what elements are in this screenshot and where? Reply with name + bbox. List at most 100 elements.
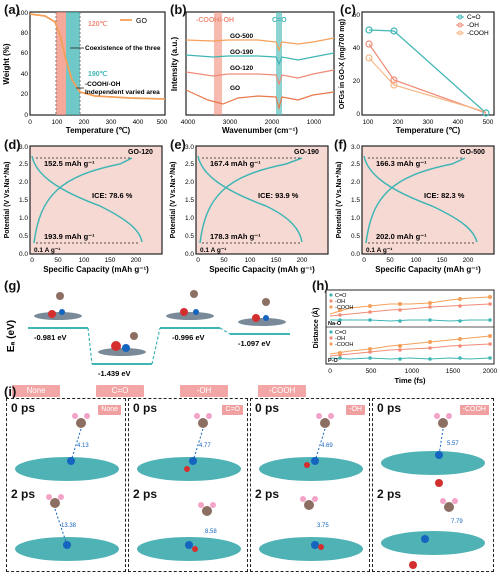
svg-text:150: 150 xyxy=(271,257,282,264)
c-ytick: 40 xyxy=(353,45,361,52)
svg-text:3.0: 3.0 xyxy=(185,144,194,151)
c-legend: C=O xyxy=(467,14,481,21)
panel-b-label: (b) xyxy=(170,2,187,17)
panel-a-chart: GO 120℃ Coexistence of the three 190℃ -C… xyxy=(2,10,168,135)
a-xtick: 0 xyxy=(28,119,32,126)
f-title: GO-500 xyxy=(460,149,485,156)
d-title: GO-120 xyxy=(128,149,153,156)
svg-text:200: 200 xyxy=(131,257,142,264)
md-dist: 4.13 xyxy=(77,443,89,449)
a-xtick: 100 xyxy=(52,119,63,126)
md-scene: 4.77 8.58 xyxy=(137,413,241,561)
c-xtick: 400 xyxy=(453,119,464,126)
h-legend: C=O xyxy=(335,330,347,336)
svg-text:0.0: 0.0 xyxy=(351,251,360,258)
md-dist: 4.77 xyxy=(199,443,211,449)
e-ylabel: Potential (V Vs.Na⁺/Na) xyxy=(170,162,177,239)
c-xtick: 300 xyxy=(423,119,434,126)
svg-text:0.5: 0.5 xyxy=(185,233,194,240)
c-ytick: 20 xyxy=(353,78,361,85)
a-xtick: 500 xyxy=(157,119,168,126)
h-xtick: 1500 xyxy=(446,368,461,375)
svg-text:2.5: 2.5 xyxy=(19,161,28,168)
panel-e-label: (e) xyxy=(170,137,186,152)
a-ann1-text: Coexistence of the three xyxy=(85,45,161,52)
d-ice: ICE: 78.6 % xyxy=(92,191,133,200)
g-tab-oh: -OH xyxy=(180,385,228,397)
c-ytick: 60 xyxy=(353,12,361,19)
d-charge: 152.5 mAh g⁻¹ xyxy=(44,159,95,168)
e-xlabel: Specific Capacity (mAh g⁻¹) xyxy=(209,265,315,274)
svg-text:50: 50 xyxy=(386,257,394,264)
md-tag: -COOH xyxy=(459,405,489,415)
panel-f-label: (f) xyxy=(334,137,347,152)
f-charge: 166.3 mAh g⁻¹ xyxy=(376,159,427,168)
svg-text:2.0: 2.0 xyxy=(351,179,360,186)
g-tab-co: C=O xyxy=(96,385,144,397)
e-charge: 167.4 mAh g⁻¹ xyxy=(210,159,261,168)
md-dist: 13.38 xyxy=(61,523,77,529)
h-bot-tag: P-O xyxy=(328,358,339,364)
h-xlabel: Time (fs) xyxy=(394,376,426,385)
h-legend: -OH xyxy=(335,299,345,305)
b-trace-label: GO-120 xyxy=(230,65,254,72)
md-tag: None xyxy=(98,405,121,415)
g-ylabel: Eₐ (eV) xyxy=(6,320,17,352)
h-legend: -COOH xyxy=(335,342,353,348)
a-ann1-temp: 120℃ xyxy=(88,20,108,28)
md-time: 2 ps xyxy=(11,487,36,501)
panel-b-chart: -COOH/-OH C=O GO-500 GO-190 GO-120 GO 40… xyxy=(170,11,335,135)
h-top-tag: Na-O xyxy=(328,321,342,327)
svg-text:1.0: 1.0 xyxy=(19,215,28,222)
c-xtick: 500 xyxy=(483,119,494,126)
a-ytick: 20 xyxy=(21,91,29,98)
f-ice: ICE: 82.3 % xyxy=(424,191,465,200)
svg-text:0.0: 0.0 xyxy=(19,251,28,258)
b-ylabel: Intensity (a.u.) xyxy=(170,37,179,92)
svg-text:150: 150 xyxy=(437,257,448,264)
svg-text:1.5: 1.5 xyxy=(19,197,28,204)
panel-c-chart: C=O -OH -COOH 100 200 300 400 500 0 20 4… xyxy=(339,11,495,135)
b-band2: C=O xyxy=(272,17,287,24)
d-rate: 0.1 A g⁻¹ xyxy=(34,247,60,254)
c-xtick: 200 xyxy=(393,119,404,126)
e-ice: ICE: 93.9 % xyxy=(258,191,299,200)
svg-text:2.5: 2.5 xyxy=(351,161,360,168)
a-ann2-temp: 190℃ xyxy=(88,70,108,78)
panel-h-label: (h) xyxy=(312,278,329,293)
svg-text:2.0: 2.0 xyxy=(19,179,28,186)
md-box-cooh: 0 ps -COOH 2 ps 5.57 7.79 xyxy=(372,398,494,572)
md-scene: 5.57 7.79 xyxy=(381,413,485,569)
c-ytick: 0 xyxy=(356,111,360,118)
panel-g-chart: Eₐ (eV) -0.981 eV -1.439 eV -0.996 eV -1… xyxy=(6,290,290,378)
d-xlabel: Specific Capacity (mAh g⁻¹) xyxy=(43,265,149,274)
svg-text:100: 100 xyxy=(411,257,422,264)
f-ylabel: Potential (V Vs.Na⁺/Na) xyxy=(336,162,343,239)
c-legend: -COOH xyxy=(467,30,489,37)
svg-text:0.5: 0.5 xyxy=(19,233,28,240)
g-energy: -1.439 eV xyxy=(98,369,131,378)
a-ytick: 40 xyxy=(21,71,29,78)
md-dist: 4.69 xyxy=(321,443,333,449)
g-energy: -0.981 eV xyxy=(34,333,67,342)
b-trace-label: GO-500 xyxy=(230,33,254,40)
svg-text:0: 0 xyxy=(196,257,200,264)
svg-text:100: 100 xyxy=(79,257,90,264)
a-ylabel: Weight (%) xyxy=(2,43,11,85)
md-box-none: 0 ps None 2 ps 4.13 13.38 xyxy=(6,398,126,572)
svg-text:1.5: 1.5 xyxy=(185,197,194,204)
g-energy: -1.097 eV xyxy=(238,339,271,348)
md-dist: 7.79 xyxy=(451,519,463,525)
md-time: 2 ps xyxy=(377,487,402,501)
md-dist: 8.58 xyxy=(205,529,217,535)
svg-text:3.0: 3.0 xyxy=(351,144,360,151)
svg-text:50: 50 xyxy=(54,257,62,264)
svg-text:50: 50 xyxy=(220,257,228,264)
panel-i-label: (i) xyxy=(4,384,17,399)
svg-text:0.0: 0.0 xyxy=(185,251,194,258)
h-legend: -COOH xyxy=(335,305,353,311)
panel-d-chart: GO-120 152.5 mAh g⁻¹ ICE: 78.6 % 193.9 m… xyxy=(4,144,163,274)
md-dist: 3.75 xyxy=(317,523,329,529)
a-xlabel: Temperature (℃) xyxy=(66,126,131,135)
b-xtick: 4000 xyxy=(181,119,196,126)
